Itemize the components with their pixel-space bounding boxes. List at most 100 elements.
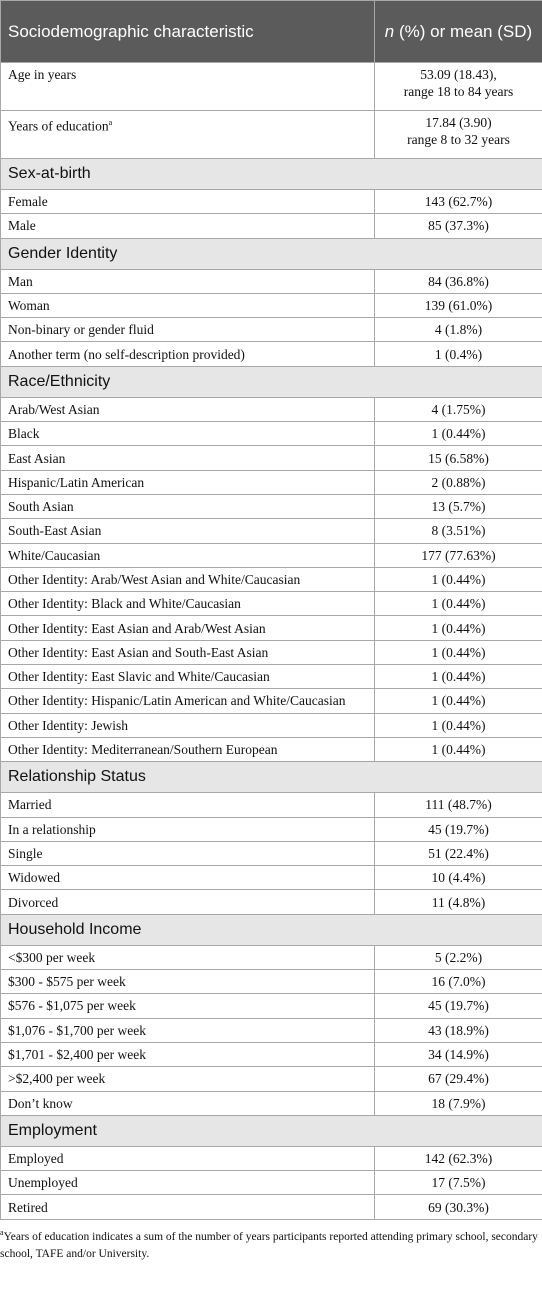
label-cell: Black	[0, 421, 375, 447]
value-cell: 139 (61.0%)	[374, 292, 542, 319]
value-cell: 34 (14.9%)	[374, 1041, 542, 1068]
value-cell: 1 (0.44%)	[374, 615, 542, 641]
data-row: Man 84 (36.8%)	[0, 268, 542, 294]
label-cell: Other Identity: East Asian and South-Eas…	[0, 639, 375, 666]
label-text: Age in years	[8, 67, 77, 82]
value-cell: 13 (5.7%)	[374, 493, 542, 520]
label-cell: Another term (no self-description provid…	[0, 341, 375, 367]
value-cell: 17.84 (3.90) range 8 to 32 years	[374, 110, 542, 159]
header-text: (%) or mean (SD)	[394, 21, 533, 41]
data-row: Single 51 (22.4%)	[0, 840, 542, 867]
value-text: range 8 to 32 years	[407, 132, 510, 147]
section-title: Gender Identity	[0, 237, 542, 270]
label-cell: Married	[0, 792, 375, 818]
label-cell: White/Caucasian	[0, 542, 375, 568]
value-cell: 4 (1.8%)	[374, 317, 542, 343]
label-cell: South-East Asian	[0, 518, 375, 544]
label-cell: Other Identity: Jewish	[0, 712, 375, 738]
value-cell: 143 (62.7%)	[374, 188, 542, 215]
value-text: 53.09 (18.43),	[420, 67, 497, 82]
value-cell: 53.09 (18.43), range 18 to 84 years	[374, 62, 542, 111]
value-cell: 11 (4.8%)	[374, 889, 542, 915]
data-row: Employed 142 (62.3%)	[0, 1145, 542, 1172]
data-row: Another term (no self-description provid…	[0, 341, 542, 367]
data-row: $1,076 - $1,700 per week 43 (18.9%)	[0, 1017, 542, 1043]
data-row: Years of educationa 17.84 (3.90) range 8 t…	[0, 110, 542, 159]
footnote-text: Years of education indicates a sum of th…	[0, 1230, 538, 1260]
label-cell: Employed	[0, 1145, 375, 1172]
label-cell: Arab/West Asian	[0, 396, 375, 423]
data-row: In a relationship 45 (19.7%)	[0, 816, 542, 842]
section-row: Sex-at-birth	[0, 158, 542, 190]
data-row: <$300 per week 5 (2.2%)	[0, 944, 542, 971]
value-cell: 1 (0.44%)	[374, 421, 542, 447]
label-cell: Non-binary or gender fluid	[0, 317, 375, 343]
label-cell: Female	[0, 188, 375, 215]
label-cell: Man	[0, 268, 375, 294]
data-row: Other Identity: Black and White/Caucasia…	[0, 591, 542, 617]
data-row: Female 143 (62.7%)	[0, 188, 542, 215]
section-row: Race/Ethnicity	[0, 365, 542, 398]
value-cell: 10 (4.4%)	[374, 865, 542, 891]
value-cell: 142 (62.3%)	[374, 1145, 542, 1172]
label-cell: In a relationship	[0, 816, 375, 842]
value-cell: 17 (7.5%)	[374, 1170, 542, 1196]
value-cell: 16 (7.0%)	[374, 969, 542, 995]
value-cell: 5 (2.2%)	[374, 944, 542, 971]
section-title: Race/Ethnicity	[0, 365, 542, 398]
value-cell: 69 (30.3%)	[374, 1194, 542, 1220]
section-title: Household Income	[0, 913, 542, 946]
data-row: Age in years 53.09 (18.43), range 18 to 84…	[0, 62, 542, 111]
data-row: Woman 139 (61.0%)	[0, 292, 542, 319]
label-cell: Retired	[0, 1194, 375, 1220]
data-row: South Asian 13 (5.7%)	[0, 493, 542, 520]
value-cell: 45 (19.7%)	[374, 816, 542, 842]
label-text: Years of education	[8, 118, 109, 134]
label-cell: Age in years	[0, 62, 375, 111]
value-cell: 1 (0.44%)	[374, 639, 542, 666]
data-row: Divorced 11 (4.8%)	[0, 889, 542, 915]
data-row: Unemployed 17 (7.5%)	[0, 1170, 542, 1196]
section-row: Employment	[0, 1114, 542, 1147]
table-body: Sociodemographic characteristic n (%) or…	[0, 0, 542, 1220]
label-cell: East Asian	[0, 445, 375, 471]
label-cell: Unemployed	[0, 1170, 375, 1196]
label-cell: Other Identity: Mediterranean/Southern E…	[0, 736, 375, 763]
value-cell: 1 (0.44%)	[374, 736, 542, 763]
label-cell: Hispanic/Latin American	[0, 469, 375, 495]
data-row: Other Identity: East Asian and Arab/West…	[0, 615, 542, 641]
value-cell: 43 (18.9%)	[374, 1017, 542, 1043]
data-row: $300 - $575 per week 16 (7.0%)	[0, 969, 542, 995]
data-row: Other Identity: East Asian and South-Eas…	[0, 639, 542, 666]
data-row: $576 - $1,075 per week 45 (19.7%)	[0, 993, 542, 1019]
label-cell: $300 - $575 per week	[0, 969, 375, 995]
value-cell: 177 (77.63%)	[374, 542, 542, 568]
label-cell: Other Identity: East Slavic and White/Ca…	[0, 664, 375, 690]
value-cell: 8 (3.51%)	[374, 518, 542, 544]
value-cell: 85 (37.3%)	[374, 213, 542, 239]
label-cell: $576 - $1,075 per week	[0, 993, 375, 1019]
label-cell: Other Identity: Hispanic/Latin American …	[0, 688, 375, 714]
value-cell: 1 (0.44%)	[374, 712, 542, 738]
data-row: Other Identity: East Slavic and White/Ca…	[0, 664, 542, 690]
footnote: aYears of education indicates a sum of t…	[0, 1224, 542, 1263]
label-cell: Other Identity: Arab/West Asian and Whit…	[0, 566, 375, 593]
data-row: East Asian 15 (6.58%)	[0, 445, 542, 471]
section-row: Relationship Status	[0, 761, 542, 794]
data-row: >$2,400 per week 67 (29.4%)	[0, 1066, 542, 1092]
header-cell: Sociodemographic characteristic	[0, 0, 375, 63]
value-cell: 4 (1.75%)	[374, 396, 542, 423]
value-cell: 1 (0.44%)	[374, 664, 542, 690]
value-cell: 2 (0.88%)	[374, 469, 542, 495]
data-row: Retired 69 (30.3%)	[0, 1194, 542, 1220]
data-row: Other Identity: Jewish 1 (0.44%)	[0, 712, 542, 738]
footnote-marker: a	[0, 1227, 4, 1237]
label-cell: $1,701 - $2,400 per week	[0, 1041, 375, 1068]
value-cell: 111 (48.7%)	[374, 792, 542, 818]
label-cell: Divorced	[0, 889, 375, 915]
label-cell: Woman	[0, 292, 375, 319]
label-cell: Other Identity: East Asian and Arab/West…	[0, 615, 375, 641]
section-row: Gender Identity	[0, 237, 542, 270]
data-row: South-East Asian 8 (3.51%)	[0, 518, 542, 544]
